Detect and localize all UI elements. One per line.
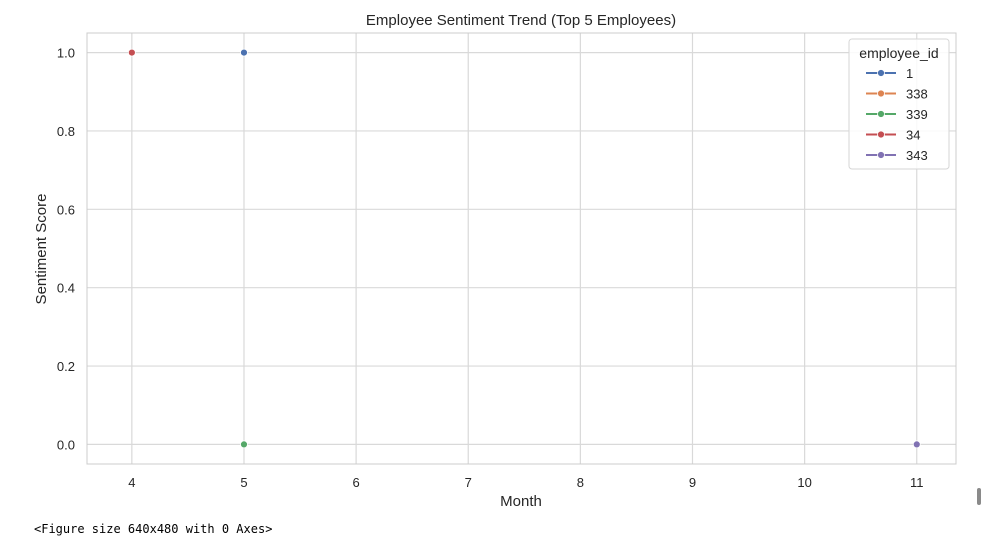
legend-marker (877, 69, 885, 77)
series-layer (127, 48, 921, 449)
legend-label: 1 (906, 66, 913, 81)
y-tick-label: 0.8 (57, 124, 75, 139)
legend-marker (877, 130, 885, 139)
y-tick-label: 0.4 (57, 281, 75, 296)
grid (87, 33, 956, 464)
legend-label: 34 (906, 128, 920, 143)
x-tick-label: 11 (910, 475, 924, 490)
series-34 (127, 48, 136, 57)
legend-label: 339 (906, 107, 928, 122)
legend-label: 343 (906, 148, 928, 163)
legend-marker (877, 110, 885, 118)
x-tick-label: 9 (689, 475, 696, 490)
legend-entry: 339 (866, 107, 928, 122)
legend-marker (877, 89, 885, 98)
data-point (912, 440, 921, 449)
chart-title: Employee Sentiment Trend (Top 5 Employee… (366, 12, 676, 29)
y-tick-label: 0.6 (57, 202, 75, 217)
x-tick-label: 8 (577, 475, 584, 490)
x-tick-label: 6 (352, 475, 359, 490)
data-point (127, 48, 136, 57)
series-339 (240, 440, 248, 449)
figure-output-text: <Figure size 640x480 with 0 Axes> (34, 522, 273, 536)
x-axis-label: Month (500, 493, 542, 510)
data-point (240, 440, 248, 449)
y-tick-label: 1.0 (57, 46, 75, 61)
plot-frame (86, 32, 957, 465)
plot-area (87, 33, 956, 464)
legend-entry: 343 (866, 148, 928, 163)
legend-marker (877, 151, 885, 159)
scrollbar-handle[interactable] (977, 488, 981, 505)
x-tick-labels: 4 5 6 7 8 9 10 11 (128, 475, 923, 490)
legend-entries: 1 338 339 34 343 (866, 66, 928, 163)
x-tick-label: 7 (465, 475, 472, 490)
y-tick-label: 0.0 (57, 437, 75, 452)
series-1 (240, 48, 248, 57)
x-tick-label: 5 (240, 475, 247, 490)
legend-label: 338 (906, 87, 928, 102)
legend-box (848, 38, 950, 170)
legend-entry: 338 (866, 87, 928, 102)
y-tick-label: 0.2 (57, 359, 75, 374)
series-343 (912, 440, 921, 449)
y-axis-label: Sentiment Score (33, 194, 50, 305)
legend-entry: 34 (866, 128, 920, 143)
x-tick-label: 10 (797, 475, 811, 490)
data-point (240, 48, 248, 57)
legend-entry: 1 (866, 66, 913, 81)
y-tick-labels: 0.0 0.2 0.4 0.6 0.8 1.0 (57, 46, 75, 453)
legend-title: employee_id (859, 45, 938, 61)
x-tick-label: 4 (128, 475, 135, 490)
legend: employee_id 1 338 339 34 343 (848, 38, 950, 170)
